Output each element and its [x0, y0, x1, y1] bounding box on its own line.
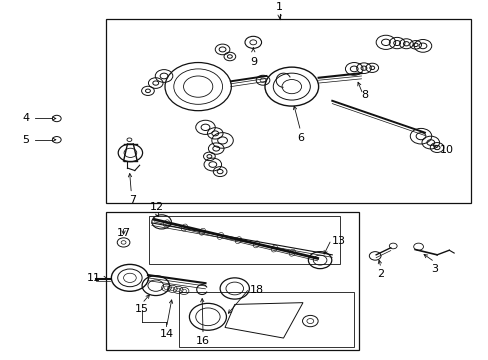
Text: 12: 12	[149, 202, 163, 212]
Text: 2: 2	[377, 269, 384, 279]
Text: 9: 9	[250, 57, 257, 67]
Bar	[149, 216, 339, 264]
Text: 1: 1	[276, 2, 283, 12]
Text: 6: 6	[297, 132, 304, 143]
Bar	[105, 212, 358, 350]
Text: 11: 11	[86, 273, 101, 283]
Text: 16: 16	[196, 336, 210, 346]
Text: 5: 5	[22, 135, 30, 145]
Text: 17: 17	[116, 228, 130, 238]
Text: 15: 15	[135, 305, 149, 314]
Bar	[178, 292, 353, 347]
Text: 3: 3	[430, 264, 437, 274]
Text: 13: 13	[331, 236, 346, 246]
Text: 7: 7	[128, 195, 136, 204]
Text: 4: 4	[22, 113, 30, 123]
Text: 14: 14	[159, 329, 173, 339]
Bar	[105, 19, 470, 203]
Text: 8: 8	[361, 90, 368, 100]
Text: 10: 10	[439, 145, 452, 156]
Text: 18: 18	[249, 285, 263, 295]
